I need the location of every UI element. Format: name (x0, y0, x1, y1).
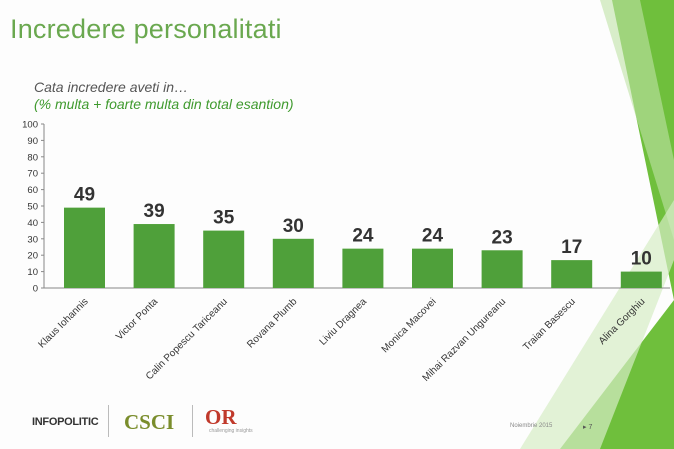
bar (481, 250, 523, 288)
footer-divider (192, 405, 193, 437)
data-label: 10 (631, 249, 652, 270)
x-tick-label: Monica Macovei (380, 296, 439, 355)
chart-question: Cata incredere aveti in… (34, 79, 189, 95)
slide-title: Incredere personalitati (10, 14, 282, 44)
page-number: ▸ 7 (583, 424, 593, 431)
data-label: 24 (352, 226, 374, 247)
footer-date: Noiembrie 2015 (510, 423, 553, 429)
x-tick-label: Alina Gorghiu (597, 296, 648, 347)
data-label: 17 (561, 237, 582, 258)
bar (342, 248, 384, 288)
y-tick-label: 40 (27, 218, 38, 229)
deco-triangle-bottom-light (520, 200, 674, 449)
deco-triangle-light (600, 0, 674, 240)
y-tick-label: 70 (27, 169, 38, 180)
y-tick-label: 50 (27, 202, 38, 213)
data-label: 23 (492, 227, 513, 248)
bar (203, 230, 245, 288)
y-tick-label: 0 (33, 284, 38, 295)
chart-note: (% multa + foarte multa din total esanti… (34, 96, 294, 112)
bar (551, 260, 593, 288)
footer-divider (108, 405, 109, 437)
x-tick-label: Victor Ponta (114, 296, 160, 342)
bar (412, 248, 453, 288)
x-tick-label: Mihai Razvan Ungureanu (421, 296, 509, 384)
infopolitic-logo: INFOPOLITIC (32, 416, 99, 428)
y-tick-label: 90 (27, 136, 38, 147)
csci-logo: CSCI (124, 410, 175, 434)
y-tick-label: 30 (27, 234, 38, 245)
bar (64, 207, 105, 288)
data-label: 30 (283, 216, 304, 237)
y-tick-label: 80 (27, 152, 38, 163)
or-logo: OR (205, 405, 237, 429)
x-tick-label: Klaus Iohannis (36, 296, 90, 350)
data-label: 35 (213, 208, 235, 229)
data-label: 49 (74, 185, 95, 206)
y-tick-label: 10 (27, 267, 38, 278)
y-tick-label: 60 (27, 185, 38, 196)
bar (272, 238, 314, 288)
bar (133, 224, 175, 288)
y-tick-label: 100 (22, 120, 38, 131)
x-tick-label: Calin Popescu Tariceanu (144, 296, 230, 382)
data-label: 24 (422, 226, 444, 247)
or-logo-tagline: challenging insights (209, 428, 253, 434)
x-tick-label: Traian Basescu (521, 296, 578, 353)
bar (620, 271, 662, 288)
x-tick-label: Rovana Plumb (245, 296, 299, 350)
y-tick-label: 20 (27, 251, 38, 262)
data-label: 39 (144, 201, 165, 222)
x-tick-label: Liviu Dragnea (318, 296, 370, 348)
